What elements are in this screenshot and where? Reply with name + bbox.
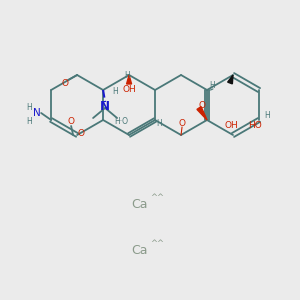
Text: N: N [100, 100, 110, 112]
Text: HO: HO [248, 121, 262, 130]
Text: N: N [33, 108, 41, 118]
Text: H: H [26, 103, 32, 112]
Text: O: O [178, 118, 185, 127]
Text: OH: OH [122, 85, 136, 94]
Text: H: H [209, 80, 215, 89]
Polygon shape [228, 75, 233, 84]
Text: O: O [61, 79, 69, 88]
Text: H: H [124, 70, 130, 80]
Text: O: O [68, 118, 75, 127]
Text: ^^: ^^ [150, 239, 164, 248]
Text: O: O [199, 100, 206, 109]
Text: H·O: H·O [114, 118, 128, 127]
Text: H: H [112, 88, 118, 97]
Text: OH: OH [224, 121, 238, 130]
Text: H: H [264, 112, 270, 121]
Text: Ca: Ca [131, 244, 148, 256]
Text: Ca: Ca [131, 197, 148, 211]
Text: H: H [156, 119, 162, 128]
Polygon shape [197, 106, 207, 120]
Text: ^^: ^^ [150, 194, 164, 202]
Text: O: O [78, 130, 85, 139]
Text: H: H [26, 116, 32, 125]
Polygon shape [127, 75, 132, 84]
